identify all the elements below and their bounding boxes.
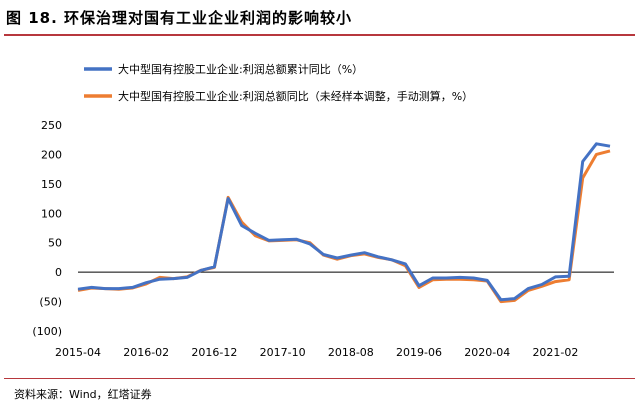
legend-label-series-1: 大中型国有控股工业企业:利润总额累计同比（%） [118,62,363,76]
y-tick-label: 250 [41,119,62,132]
x-tick-label: 2020-04 [464,346,510,359]
chart-legend: 大中型国有控股工业企业:利润总额累计同比（%） 大中型国有控股工业企业:利润总额… [84,62,473,103]
y-tick-label: 200 [41,148,62,161]
y-tick-label: 0 [55,266,62,279]
y-tick-label: 150 [41,178,62,191]
source-note: 资料来源：Wind，红塔证券 [14,388,152,401]
x-tick-label: 2016-02 [123,346,169,359]
x-tick-label: 2021-02 [532,346,578,359]
x-tick-label: 2016-12 [191,346,237,359]
x-tick-label: 2017-10 [260,346,306,359]
figure-title: 图 18. 环保治理对国有工业企业利润的影响较小 [6,9,353,27]
series-line-1 [77,142,611,302]
chart-series [77,142,611,304]
source-rule [4,378,635,379]
title-rule [4,34,635,36]
y-tick-label: (100) [32,325,62,338]
x-tick-label: 2019-06 [396,346,442,359]
y-tick-label: (50) [39,296,62,309]
chart-axes: 250 200 150 100 50 0 (50) (100) 2015-04 2016-02 20… [32,119,614,359]
y-tick-label: 50 [48,237,62,250]
x-tick-label: 2018-08 [328,346,374,359]
x-tick-label: 2015-04 [55,346,101,359]
legend-label-series-2: 大中型国有控股工业企业:利润总额同比（未经样本调整，手动测算，%） [118,89,473,103]
y-tick-label: 100 [41,207,62,220]
